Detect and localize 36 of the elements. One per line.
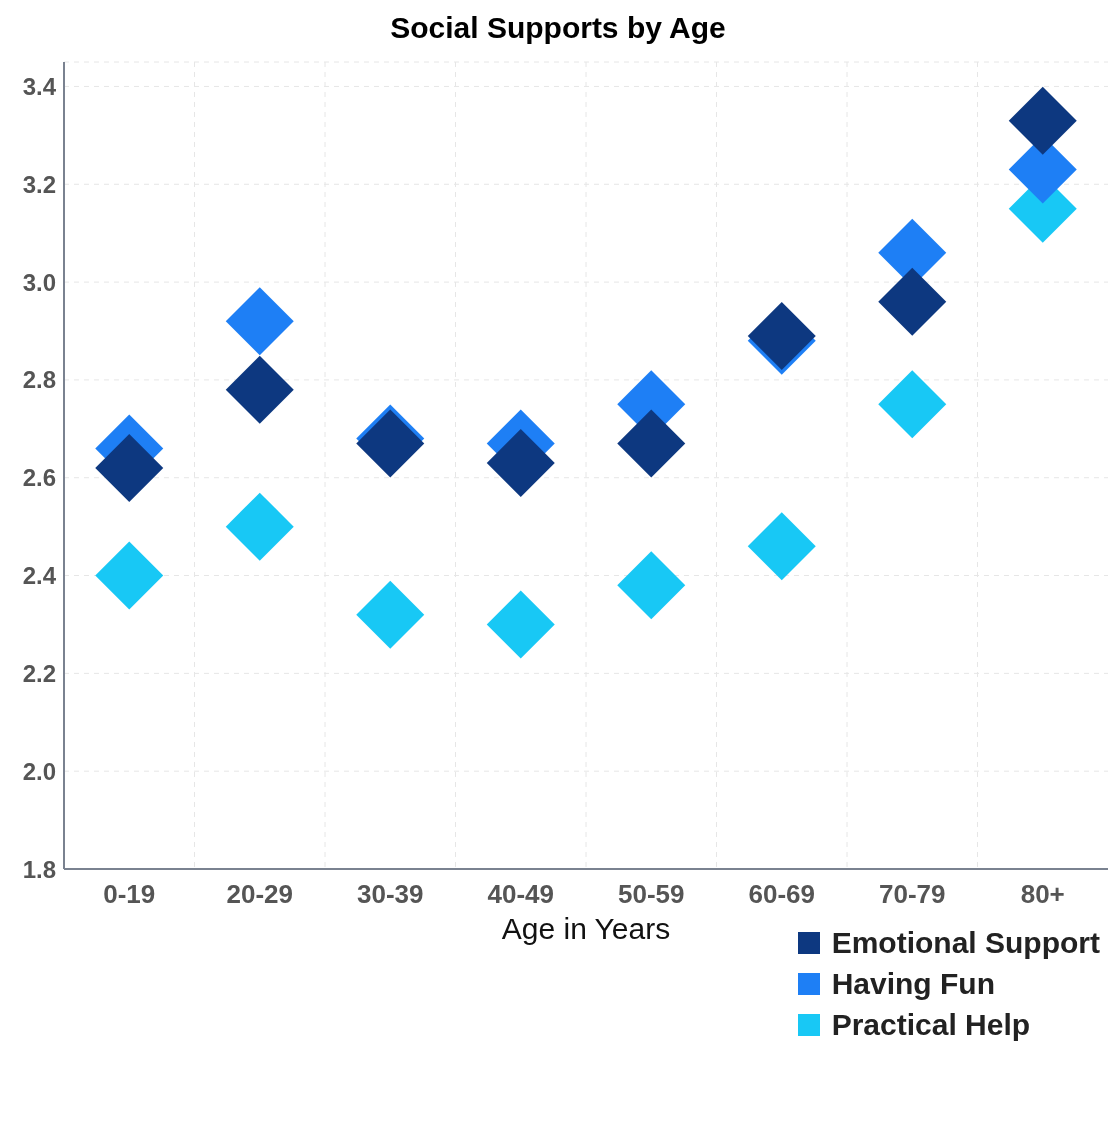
x-tick-label: 50-59 (618, 879, 685, 910)
point (878, 370, 947, 439)
point (617, 409, 686, 478)
legend-label: Having Fun (831, 966, 996, 1001)
x-tick-label: 60-69 (748, 879, 815, 910)
point (617, 551, 686, 620)
point (1008, 86, 1077, 155)
y-tick-label: 2.6 (22, 464, 56, 492)
x-tick-label: 0-19 (103, 879, 156, 910)
y-tick-label: 2.8 (22, 366, 56, 394)
x-tick-label: 20-29 (226, 879, 293, 910)
y-tick-label: 1.8 (22, 855, 56, 883)
y-tick-label: 2.4 (22, 562, 57, 590)
x-tick-label: 80+ (1020, 879, 1065, 910)
point (225, 492, 294, 561)
y-tick-label: 2.0 (22, 757, 56, 785)
x-axis-title: Age in Years (501, 912, 671, 945)
point (225, 355, 294, 424)
y-tick-label: 3.2 (22, 170, 56, 198)
point (225, 287, 294, 356)
point (747, 512, 816, 581)
y-tick-label: 2.2 (22, 659, 56, 687)
x-tick-label: 30-39 (357, 879, 424, 910)
point (486, 429, 555, 498)
y-tick-label: 3.0 (22, 268, 56, 296)
point (356, 580, 425, 649)
point (95, 433, 164, 502)
legend-label: Practical Help (831, 1007, 1031, 1042)
x-tick-label: 40-49 (487, 879, 554, 910)
point (486, 590, 555, 659)
chart-title: Social Supports by Age (389, 10, 727, 46)
point (878, 267, 947, 336)
legend-label: Emotional Support (831, 925, 1100, 960)
point (95, 541, 164, 610)
y-tick-label: 3.4 (22, 72, 57, 100)
x-tick-label: 70-79 (879, 879, 946, 910)
